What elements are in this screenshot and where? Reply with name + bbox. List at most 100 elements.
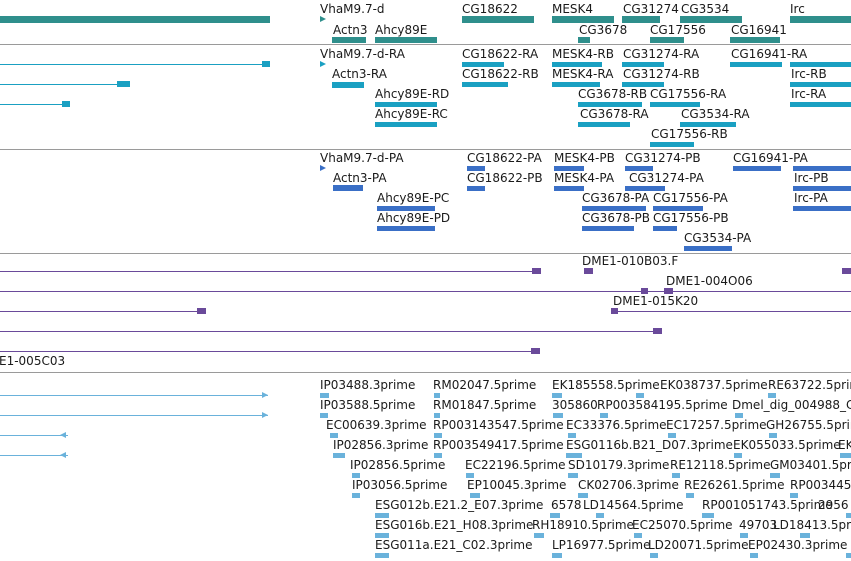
est-feature[interactable]: [840, 453, 851, 458]
clone-feature[interactable]: [611, 308, 618, 314]
est-label[interactable]: EP10045.3prime: [467, 478, 567, 492]
clone-feature[interactable]: [653, 328, 662, 334]
clone-feature[interactable]: [0, 291, 851, 292]
clone-feature[interactable]: [197, 308, 206, 314]
transcript-label[interactable]: CG31274-RB: [623, 67, 700, 81]
transcript-label[interactable]: Irc-RA: [791, 87, 827, 101]
gene-label[interactable]: VhaM9.7-d: [320, 2, 385, 16]
gene-feature[interactable]: [578, 37, 590, 43]
transcript-label[interactable]: CG18622-RA: [462, 47, 539, 61]
est-feature[interactable]: [566, 453, 582, 458]
est-label[interactable]: EC25070.5prime: [632, 518, 733, 532]
clone-feature[interactable]: [0, 331, 660, 332]
transcript-feature[interactable]: [62, 101, 70, 107]
transcript-feature[interactable]: [650, 142, 694, 147]
est-feature[interactable]: [600, 413, 608, 418]
est-label[interactable]: RE12118.5prime: [670, 458, 771, 472]
transcript-feature[interactable]: [332, 82, 364, 88]
transcript-label[interactable]: MESK4-RA: [552, 67, 614, 81]
transcript-feature[interactable]: [462, 82, 508, 87]
est-label[interactable]: RP003445: [790, 478, 851, 492]
est-label[interactable]: EC33376.5prime: [566, 418, 667, 432]
est-feature[interactable]: [735, 413, 743, 418]
est-label[interactable]: IP03056.5prime: [352, 478, 448, 492]
transcript-feature[interactable]: [680, 122, 736, 127]
gene-feature[interactable]: [332, 37, 366, 43]
transcript-feature[interactable]: [375, 102, 437, 107]
polypeptide-label[interactable]: CG17556-PB: [653, 211, 729, 225]
transcript-label[interactable]: CG16941-RA: [731, 47, 808, 61]
est-label[interactable]: EK185558.5prime: [552, 378, 660, 392]
polypeptide-label[interactable]: Irc-PB: [794, 171, 829, 185]
est-label[interactable]: LD20071.5prime: [648, 538, 749, 552]
polypeptide-feature[interactable]: [625, 186, 665, 191]
est-feature[interactable]: [596, 513, 604, 518]
transcript-feature[interactable]: [320, 61, 326, 67]
est-label[interactable]: EK055033.5prime: [733, 438, 841, 452]
est-feature[interactable]: [375, 533, 389, 538]
polypeptide-label[interactable]: CG18622-PA: [467, 151, 542, 165]
transcript-label[interactable]: CG3678-RB: [578, 87, 648, 101]
est-feature[interactable]: [668, 433, 676, 438]
est-label[interactable]: SD10179.3prime: [568, 458, 670, 472]
transcript-feature[interactable]: [262, 61, 270, 67]
est-feature[interactable]: [790, 493, 798, 498]
polypeptide-label[interactable]: MESK4-PA: [554, 171, 615, 185]
est-label[interactable]: 305860: [552, 398, 598, 412]
est-feature[interactable]: [672, 473, 680, 478]
est-feature[interactable]: [262, 412, 268, 418]
est-feature[interactable]: [650, 553, 658, 558]
transcript-label[interactable]: Actn3-RA: [332, 67, 387, 81]
transcript-label[interactable]: Ahcy89E-RC: [375, 107, 448, 121]
est-feature[interactable]: [686, 493, 694, 498]
polypeptide-feature[interactable]: [554, 186, 584, 191]
est-feature[interactable]: [768, 393, 776, 398]
est-feature[interactable]: [550, 513, 560, 518]
est-label[interactable]: IP03488.3prime: [320, 378, 416, 392]
est-label[interactable]: 49703: [739, 518, 778, 532]
est-label[interactable]: IP03588.5prime: [320, 398, 416, 412]
polypeptide-feature[interactable]: [653, 206, 703, 211]
est-label[interactable]: RM01847.5prime: [433, 398, 537, 412]
est-feature[interactable]: [634, 533, 642, 538]
clone-feature[interactable]: [842, 268, 851, 274]
est-feature[interactable]: [320, 413, 328, 418]
est-label[interactable]: ESG011a.E21_C02.3prime: [375, 538, 533, 552]
clone-feature[interactable]: [531, 348, 540, 354]
clone-feature[interactable]: [584, 268, 593, 274]
est-feature[interactable]: [846, 553, 851, 558]
est-label[interactable]: RE63722.5prime: [768, 378, 851, 392]
gene-label[interactable]: Irc: [790, 2, 805, 16]
est-feature[interactable]: [434, 453, 442, 458]
polypeptide-label[interactable]: CG3678-PA: [582, 191, 650, 205]
transcript-label[interactable]: Irc-RB: [791, 67, 827, 81]
est-label[interactable]: 6578: [551, 498, 582, 512]
est-label[interactable]: EC22196.5prime: [465, 458, 566, 472]
transcript-feature[interactable]: [552, 82, 600, 87]
est-feature[interactable]: [534, 533, 544, 538]
gene-label[interactable]: CG17556: [650, 23, 706, 37]
transcript-label[interactable]: MESK4-RB: [552, 47, 614, 61]
est-feature[interactable]: [770, 473, 780, 478]
transcript-feature[interactable]: [375, 122, 437, 127]
est-feature[interactable]: [734, 453, 742, 458]
polypeptide-feature[interactable]: [582, 226, 634, 231]
polypeptide-label[interactable]: CG31274-PB: [625, 151, 701, 165]
est-feature[interactable]: [0, 415, 268, 416]
est-label[interactable]: RP001051743.5prime: [702, 498, 833, 512]
polypeptide-label[interactable]: Ahcy89E-PD: [377, 211, 451, 225]
est-feature[interactable]: [552, 393, 562, 398]
transcript-label[interactable]: CG17556-RB: [651, 127, 728, 141]
est-feature[interactable]: [800, 533, 810, 538]
polypeptide-label[interactable]: Actn3-PA: [333, 171, 387, 185]
transcript-feature[interactable]: [622, 62, 664, 67]
polypeptide-feature[interactable]: [320, 165, 326, 171]
est-feature[interactable]: [750, 553, 758, 558]
transcript-feature[interactable]: [0, 104, 70, 105]
gene-label[interactable]: CG18622: [462, 2, 518, 16]
transcript-feature[interactable]: [552, 62, 602, 67]
est-feature[interactable]: [434, 433, 442, 438]
transcript-label[interactable]: CG3534-RA: [681, 107, 750, 121]
polypeptide-feature[interactable]: [467, 166, 485, 171]
est-label[interactable]: LP16977.5prime: [552, 538, 651, 552]
